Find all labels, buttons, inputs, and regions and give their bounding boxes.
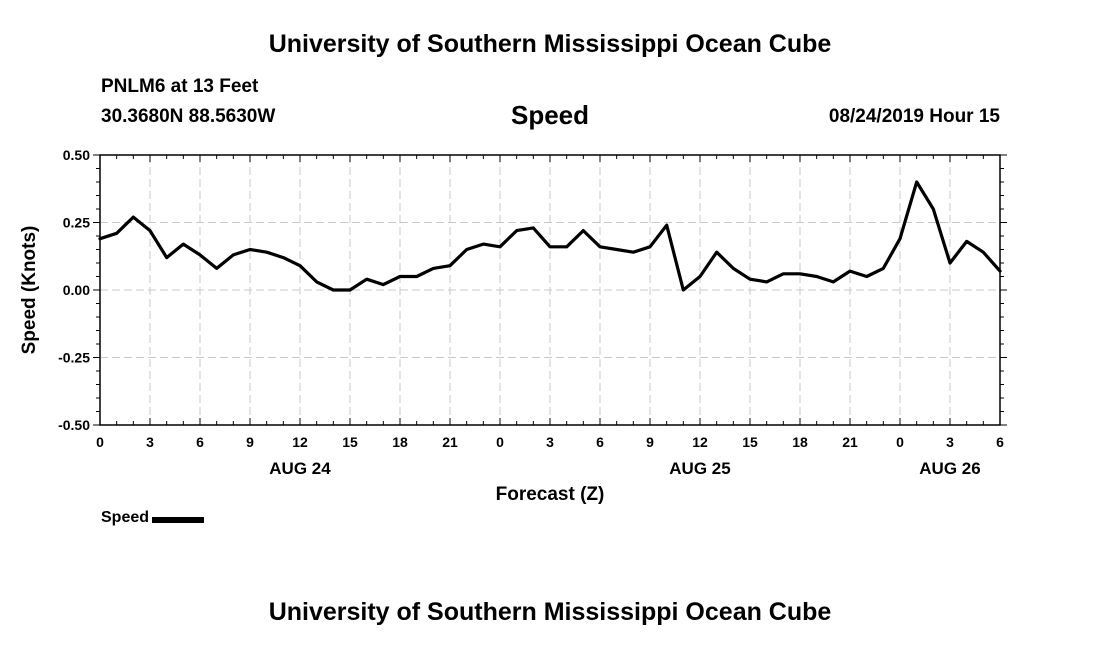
y-tick-label: 0.50 [63,147,90,163]
y-tick-label: -0.25 [58,350,90,366]
station-label: PNLM6 at 13 Feet [101,76,259,97]
day-label: AUG 25 [669,459,730,478]
x-tick-label: 21 [842,434,858,450]
x-tick-label: 0 [896,434,904,450]
y-tick-label: 0.25 [63,215,90,231]
x-tick-label: 18 [792,434,808,450]
speed-series-line [98,180,1002,292]
x-tick-label: 3 [146,434,154,450]
x-tick-label: 18 [392,434,408,450]
x-tick-label: 3 [546,434,554,450]
x-axis-title: Forecast (Z) [496,484,605,505]
bottom-title: University of Southern Mississippi Ocean… [268,598,832,626]
chart-title: Speed [510,100,590,130]
day-label: AUG 26 [919,459,980,478]
coordinates-label: 30.3680N 88.5630W [101,106,276,127]
y-tick-label: 0.00 [63,282,90,298]
x-tick-label: 9 [646,434,654,450]
x-tick-label: 0 [496,434,504,450]
top-title: University of Southern Mississippi Ocean… [268,30,832,58]
x-tick-label: 0 [96,434,104,450]
series-layer [98,180,1002,292]
legend: Speed [101,509,205,527]
x-tick-label: 12 [292,434,308,450]
x-tick-label: 15 [342,434,358,450]
x-tick-label: 6 [596,434,604,450]
grid-layer [100,155,1000,425]
x-tick-label: 9 [246,434,254,450]
label-layer: 0.50 0.25 0.00 -0.25 -0.50 0 3 6 9 12 15 18 21 0 3 6 9 12… [19,147,1004,505]
x-tick-label: 12 [692,434,708,450]
y-tick-label: -0.50 [58,417,90,433]
x-tick-label: 15 [742,434,758,450]
x-tick-label: 3 [946,434,954,450]
x-tick-label: 6 [996,434,1004,450]
x-tick-label: 6 [196,434,204,450]
y-axis-title: Speed (Knots) [19,226,40,355]
axes-layer [93,154,1007,426]
day-label: AUG 24 [269,459,331,478]
legend-label: Speed [101,509,150,526]
legend-swatch [152,517,205,523]
x-tick-label: 21 [442,434,458,450]
issued-time-label: 08/24/2019 Hour 15 [828,106,1000,127]
